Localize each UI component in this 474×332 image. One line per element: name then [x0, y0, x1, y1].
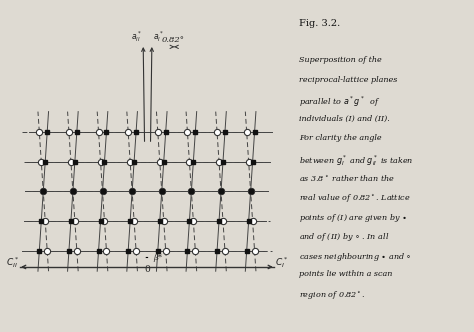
Text: individuals (I) and (II).: individuals (I) and (II).: [299, 115, 390, 123]
Text: reciprocal-lattice planes: reciprocal-lattice planes: [299, 76, 397, 84]
Text: $a^*_{II}$: $a^*_{II}$: [131, 29, 142, 43]
Text: between $\mathit{g^*_I}$ and $\mathit{g^*_{II}}$ is taken: between $\mathit{g^*_I}$ and $\mathit{g^…: [299, 153, 413, 168]
Text: $C^*_{II}$: $C^*_{II}$: [6, 255, 19, 270]
Text: 0.82°: 0.82°: [161, 36, 184, 43]
Text: $a^*_{I}$: $a^*_{I}$: [154, 29, 164, 43]
Text: $C^*_{I}$: $C^*_{I}$: [275, 255, 288, 270]
Text: points of (I) are given by $\bullet$: points of (I) are given by $\bullet$: [299, 212, 407, 224]
Text: as 3.8$^\circ$ rather than the: as 3.8$^\circ$ rather than the: [299, 173, 395, 184]
Text: cases neighbouring $\bullet$ and $\circ$: cases neighbouring $\bullet$ and $\circ$: [299, 251, 411, 263]
Text: real value of 0.82$^\circ$. Lattice: real value of 0.82$^\circ$. Lattice: [299, 192, 410, 205]
Text: and of (II) by $\circ$ . In all: and of (II) by $\circ$ . In all: [299, 231, 389, 243]
Text: parallel to $\mathit{a^*g^*}$  of: parallel to $\mathit{a^*g^*}$ of: [299, 95, 380, 110]
Text: Superposition of the: Superposition of the: [299, 56, 382, 64]
Text: 0: 0: [144, 265, 150, 274]
Text: region of 0.82$^\circ$.: region of 0.82$^\circ$.: [299, 290, 365, 302]
Text: For clarity the angle: For clarity the angle: [299, 134, 382, 142]
Text: points lie within a scan: points lie within a scan: [299, 270, 392, 278]
Text: β*: β*: [154, 254, 163, 262]
Text: Fig. 3.2.: Fig. 3.2.: [299, 19, 340, 28]
